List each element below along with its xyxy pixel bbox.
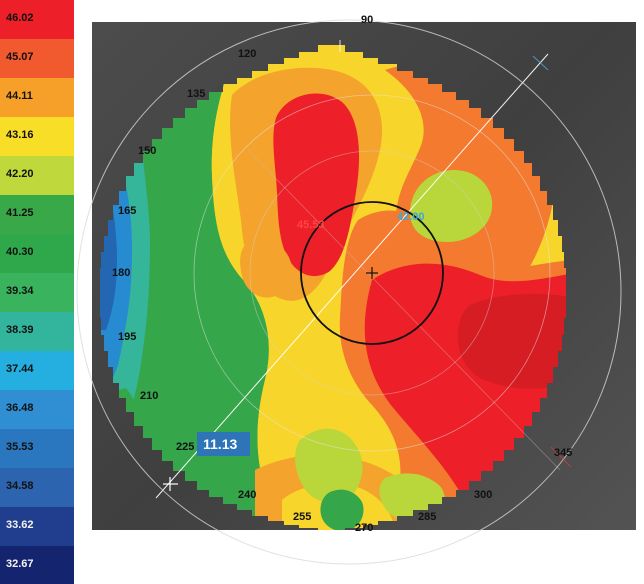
angle-label-225: 225 (176, 441, 194, 453)
angle-label-300: 300 (474, 489, 492, 501)
upper-lime-zone (410, 170, 493, 242)
color-scale-legend: 46.02 45.07 44.11 43.16 42.20 41.25 40.3… (0, 0, 74, 584)
distance-value-label: 11.13 (203, 436, 237, 452)
right-edge-red-zone (560, 220, 566, 266)
legend-swatch-14 (0, 507, 74, 546)
angle-label-165: 165 (118, 205, 136, 217)
legend-label-11: 36.48 (6, 402, 34, 414)
angle-label-240: 240 (238, 489, 256, 501)
legend-label-7: 40.30 (6, 246, 34, 258)
legend-swatch-7 (0, 234, 74, 273)
peak-value-label: 45.53 (297, 219, 325, 231)
legend-swatch-11 (0, 390, 74, 429)
angle-label-150: 150 (138, 145, 156, 157)
angle-label-135: 135 (187, 88, 205, 100)
legend-label-13: 34.58 (6, 480, 34, 492)
angle-labels: 90 120 135 150 165 180 195 210 225 240 2… (112, 14, 572, 534)
legend-label-14: 33.62 (6, 519, 34, 531)
legend-label-12: 35.53 (6, 441, 34, 453)
outer-ring (76, 19, 622, 565)
lower-lime-zone (295, 428, 363, 503)
overlay-lines (76, 19, 622, 565)
upper-right-blue-tick (532, 55, 549, 71)
secondary-value-label: 42.00 (397, 211, 425, 223)
faint-crossline (247, 149, 561, 471)
legend-swatch-12 (0, 429, 74, 468)
angle-label-345: 345 (554, 447, 572, 459)
legend-swatch-1 (0, 0, 74, 39)
lower-green-pocket (320, 489, 364, 530)
angle-label-270: 270 (355, 522, 373, 534)
angle-label-120: 120 (238, 48, 256, 60)
distance-value-box (197, 432, 250, 456)
legend-swatch-5 (0, 156, 74, 195)
legend-swatch-10 (0, 351, 74, 390)
dark-blue-zone (100, 190, 117, 330)
angle-label-210: 210 (140, 390, 158, 402)
legend-swatch-2 (0, 39, 74, 78)
legend-label-1: 46.02 (6, 12, 34, 24)
angle-label-285: 285 (418, 511, 436, 523)
inner-ring-2 (193, 94, 551, 452)
legend-swatch-6 (0, 195, 74, 234)
legend-swatch-15 (0, 546, 74, 584)
angle-label-195: 195 (118, 331, 136, 343)
legend-label-15: 32.67 (6, 558, 34, 570)
angle-label-180: 180 (112, 267, 130, 279)
right-red-tick (550, 446, 572, 468)
legend-label-8: 39.34 (6, 285, 34, 297)
legend-swatch-4 (0, 117, 74, 156)
legend-swatch-9 (0, 312, 74, 351)
angle-label-255: 255 (293, 511, 311, 523)
angle-label-90: 90 (361, 14, 373, 26)
legend-swatch-3 (0, 78, 74, 117)
center-orange-pocket (240, 239, 292, 298)
legend-label-10: 37.44 (6, 363, 34, 375)
upper-red-zone (273, 93, 360, 277)
upper-right-orange-edge (548, 150, 566, 192)
legend-label-6: 41.25 (6, 207, 34, 219)
legend-swatch-13 (0, 468, 74, 507)
legend-label-9: 38.39 (6, 324, 34, 336)
legend-label-5: 42.20 (6, 168, 34, 180)
inner-ring-1 (249, 150, 495, 396)
legend-swatch-8 (0, 273, 74, 312)
axis-line (155, 53, 549, 499)
legend-label-2: 45.07 (6, 51, 34, 63)
legend-label-3: 44.11 (6, 90, 33, 102)
legend-label-4: 43.16 (6, 129, 34, 141)
color-zones (100, 45, 566, 530)
pupil-circle (300, 201, 444, 345)
dark-red-zone (457, 293, 566, 389)
